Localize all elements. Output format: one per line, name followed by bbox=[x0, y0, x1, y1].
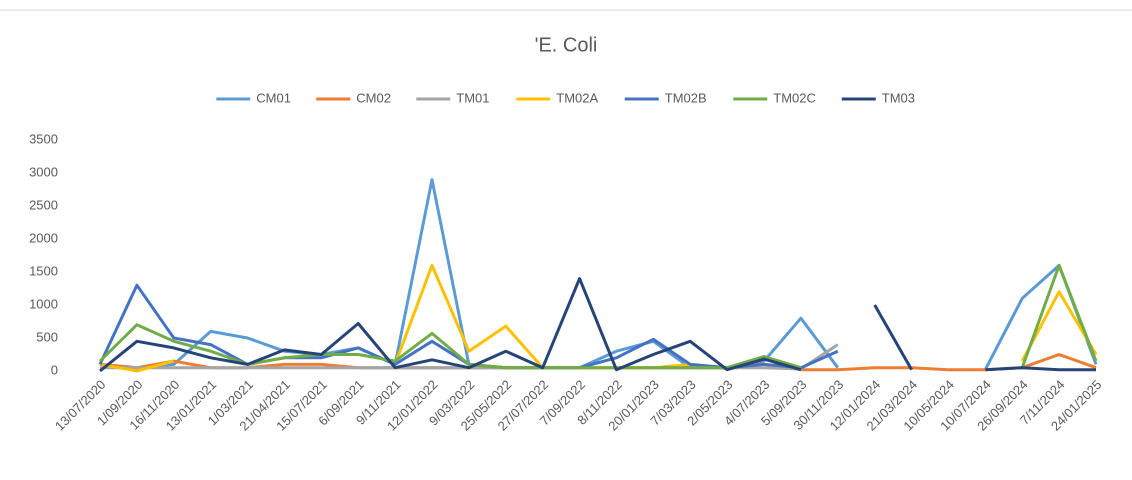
legend-label: CM02 bbox=[356, 90, 391, 105]
y-tick-label: 3000 bbox=[29, 164, 58, 179]
series-line bbox=[98, 283, 839, 370]
y-tick-label: 500 bbox=[36, 329, 58, 344]
legend-label: TM02B bbox=[665, 90, 707, 105]
legend-label: TM02C bbox=[773, 90, 816, 105]
legend-label: CM01 bbox=[256, 90, 291, 105]
y-tick-label: 2500 bbox=[29, 197, 58, 212]
y-tick-label: 0 bbox=[51, 362, 58, 377]
y-tick-label: 1000 bbox=[29, 296, 58, 311]
y-tick-label: 2000 bbox=[29, 230, 58, 245]
chart-title: 'E. Coli bbox=[535, 34, 598, 56]
series-line bbox=[99, 263, 1098, 373]
legend-label: TM02A bbox=[556, 90, 598, 105]
series-line bbox=[98, 263, 1098, 370]
legend-label: TM03 bbox=[882, 90, 915, 105]
series-line bbox=[99, 277, 1096, 373]
series-line bbox=[99, 178, 1098, 371]
y-tick-label: 1500 bbox=[29, 263, 58, 278]
legend-label: TM01 bbox=[456, 90, 489, 105]
y-tick-label: 3500 bbox=[29, 131, 58, 146]
